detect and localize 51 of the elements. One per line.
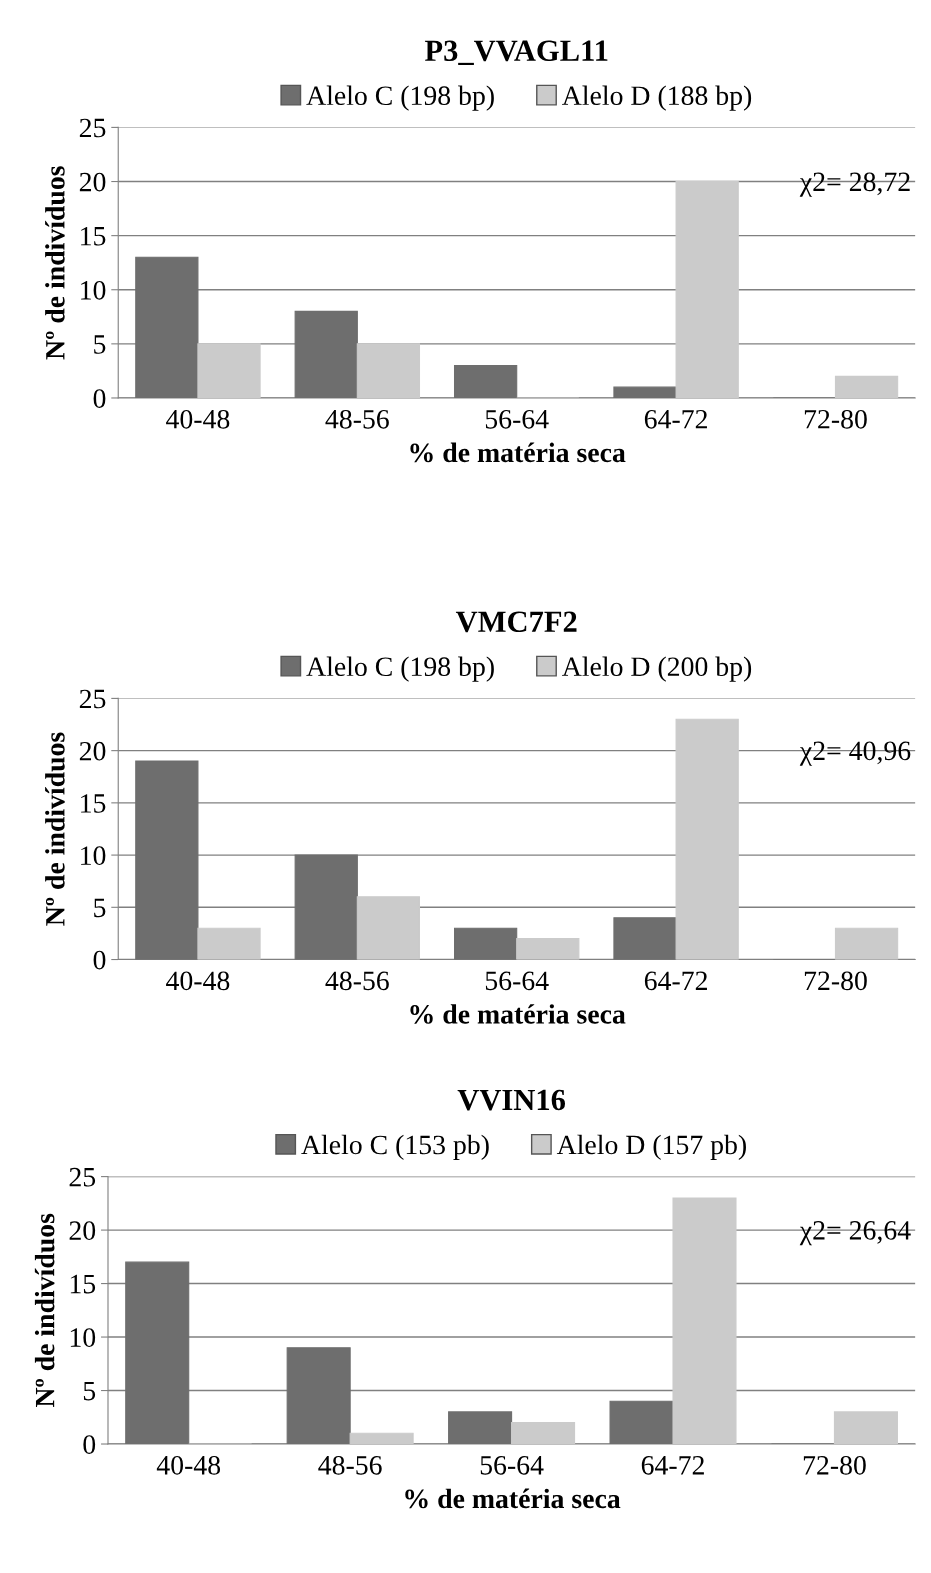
x-axis-title: % de matéria seca [410, 442, 626, 463]
annotation: χ2= 40,96 [799, 741, 911, 766]
x-tick-label: 56-64 [480, 1456, 544, 1475]
x-tick-label: 72-80 [804, 409, 867, 429]
legend-label: Alelo D (157 pb) [556, 1134, 746, 1160]
x-tick-label: 56-64 [485, 971, 549, 991]
x-tick-label: 40-48 [166, 971, 230, 991]
y-tick-label: 10 [81, 846, 106, 865]
y-tick-label: 10 [70, 1328, 96, 1347]
y-axis-title: Nº de indivíduos [45, 732, 65, 926]
x-tick-label: 40-48 [156, 1455, 221, 1475]
y-tick-label: 10 [81, 280, 106, 300]
x-tick-label: 64-72 [644, 409, 707, 429]
legend-label: Alelo C (198 bp) [306, 656, 494, 682]
x-tick-label: 72-80 [804, 971, 867, 991]
x-tick-label: 56-64 [485, 409, 549, 429]
y-axis-title: Nº de indivíduos [34, 1213, 55, 1407]
x-axis-title: % de matéria seca [410, 1004, 626, 1024]
chart-title: VVIN16 [457, 1089, 566, 1111]
y-tick-label: 25 [69, 1167, 96, 1187]
annotation: χ2= 26,64 [799, 1221, 911, 1246]
y-tick-label: 25 [79, 118, 106, 138]
y-tick-label: 0 [93, 950, 106, 970]
legend-label: Alelo D (188 bp) [562, 85, 752, 111]
y-tick-label: 5 [94, 898, 106, 918]
y-tick-label: 5 [94, 335, 106, 354]
legend-label: Alelo D (200 bp) [562, 656, 752, 682]
y-tick-label: 15 [81, 226, 106, 246]
y-tick-label: 20 [69, 1221, 96, 1240]
x-tick-label: 48-56 [325, 971, 389, 991]
y-tick-label: 15 [81, 794, 106, 813]
legend-label: Alelo C (153 pb) [301, 1134, 489, 1160]
x-tick-label: 48-56 [318, 1455, 382, 1475]
y-tick-label: 20 [79, 172, 106, 192]
x-tick-label: 48-56 [325, 409, 389, 429]
y-tick-label: 0 [93, 389, 106, 408]
y-tick-label: 5 [83, 1381, 96, 1401]
x-tick-label: 64-72 [641, 1456, 704, 1475]
y-tick-label: 0 [83, 1435, 96, 1454]
y-tick-label: 25 [79, 689, 106, 709]
x-tick-label: 40-48 [166, 409, 230, 429]
y-tick-label: 15 [70, 1274, 96, 1294]
y-tick-label: 20 [79, 741, 106, 761]
legend-label: Alelo C (198 bp) [306, 85, 494, 111]
x-tick-label: 72-80 [803, 1455, 866, 1475]
x-axis-title: % de matéria seca [405, 1488, 621, 1509]
x-tick-label: 64-72 [644, 971, 707, 991]
chart-title: VMC7F2 [455, 611, 577, 633]
chart-title: P3_VVAGL11 [424, 40, 608, 65]
annotation: χ2= 28,72 [799, 172, 910, 197]
y-axis-title: Nº de indivíduos [45, 166, 65, 360]
